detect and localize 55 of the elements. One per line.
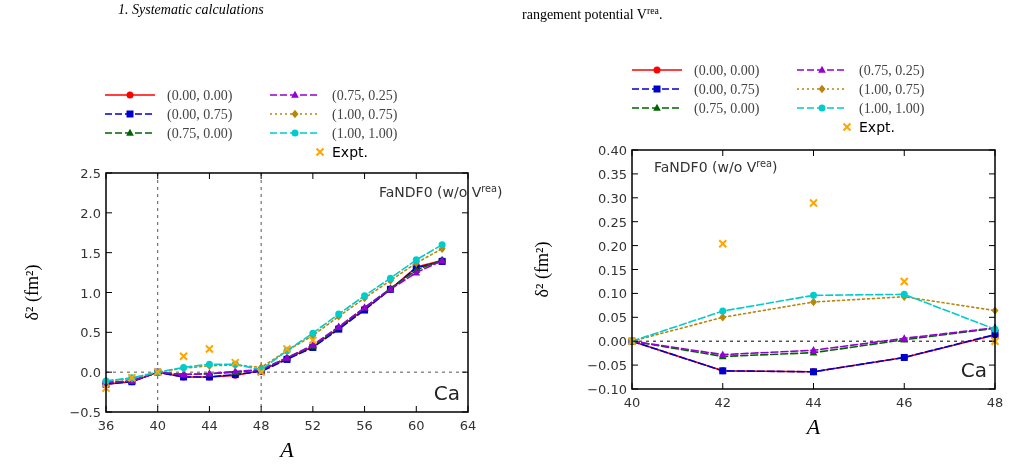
y-tick-label: 0.30 bbox=[598, 190, 627, 206]
y-tick-label: −0.5 bbox=[69, 405, 101, 420]
x-tick-label: 46 bbox=[895, 395, 913, 410]
y-tick-label: 0.15 bbox=[598, 262, 627, 278]
x-tick-label: 44 bbox=[805, 395, 822, 410]
y-tick-label: 0.05 bbox=[598, 310, 627, 326]
legend-label: (0.00, 0.00) bbox=[167, 88, 233, 104]
y-tick-label: 1.5 bbox=[80, 245, 101, 261]
y-tick-label: 1.0 bbox=[80, 285, 101, 301]
x-tick-label: 52 bbox=[304, 418, 322, 433]
y-axis-title: δ² (fm²) bbox=[532, 241, 553, 298]
y-tick-label: 0.00 bbox=[598, 334, 627, 350]
legend-label: (1.00, 0.75) bbox=[332, 107, 398, 123]
x-tick-label: 40 bbox=[623, 395, 641, 410]
y-tick-label: 0.20 bbox=[598, 238, 627, 254]
x-tick-label: 60 bbox=[408, 418, 425, 433]
legend-label: (1.00, 0.75) bbox=[859, 82, 925, 98]
x-tick-label: 64 bbox=[459, 418, 477, 433]
legend-label: (0.75, 0.00) bbox=[694, 101, 760, 117]
annotation: FaNDF0 (w/o V$^{rea}$) bbox=[654, 157, 778, 175]
y-tick-label: 0.0 bbox=[80, 365, 101, 381]
legend-label: (0.75, 0.25) bbox=[859, 63, 925, 79]
y-axis-title: δ² (fm²) bbox=[22, 264, 43, 321]
legend-label: (0.00, 0.75) bbox=[694, 82, 760, 98]
text: 1. Systematic calculations bbox=[118, 2, 265, 17]
legend-label: (1.00, 1.00) bbox=[332, 126, 398, 142]
y-tick-label: 0.10 bbox=[598, 286, 627, 302]
legend-label: (0.75, 0.25) bbox=[332, 88, 398, 104]
legend-label: (0.00, 0.75) bbox=[167, 107, 233, 123]
y-tick-label: −0.05 bbox=[587, 358, 627, 374]
x-tick-label: 44 bbox=[201, 418, 218, 433]
text: rangement potential V$^{rea}$. bbox=[522, 4, 663, 22]
x-tick-label: 42 bbox=[714, 395, 732, 410]
y-tick-label: −0.10 bbox=[587, 382, 627, 397]
legend-label: Expt. bbox=[859, 119, 895, 135]
y-tick-label: 0.40 bbox=[598, 143, 627, 158]
y-tick-label: 2.5 bbox=[80, 166, 101, 181]
legend-label: (1.00, 1.00) bbox=[859, 101, 925, 117]
annotation: Ca bbox=[960, 358, 987, 382]
annotation: FaNDF0 (w/o V$^{rea}$) bbox=[379, 182, 503, 200]
x-axis-title: A bbox=[804, 414, 821, 439]
legend-label: (0.75, 0.00) bbox=[167, 126, 233, 142]
y-tick-label: 2.0 bbox=[80, 205, 101, 221]
x-axis-title: A bbox=[278, 437, 295, 462]
x-tick-label: 36 bbox=[97, 418, 115, 433]
y-tick-label: 0.35 bbox=[598, 166, 627, 182]
legend-label: (0.00, 0.00) bbox=[694, 63, 760, 79]
y-tick-label: 0.25 bbox=[598, 214, 627, 230]
y-tick-label: 0.5 bbox=[80, 325, 101, 341]
x-tick-label: 40 bbox=[149, 418, 166, 433]
annotation: Ca bbox=[433, 381, 460, 405]
x-tick-label: 56 bbox=[356, 418, 373, 433]
x-tick-label: 48 bbox=[252, 418, 270, 433]
legend-label: Expt. bbox=[332, 144, 368, 160]
x-tick-label: 48 bbox=[986, 395, 1004, 410]
